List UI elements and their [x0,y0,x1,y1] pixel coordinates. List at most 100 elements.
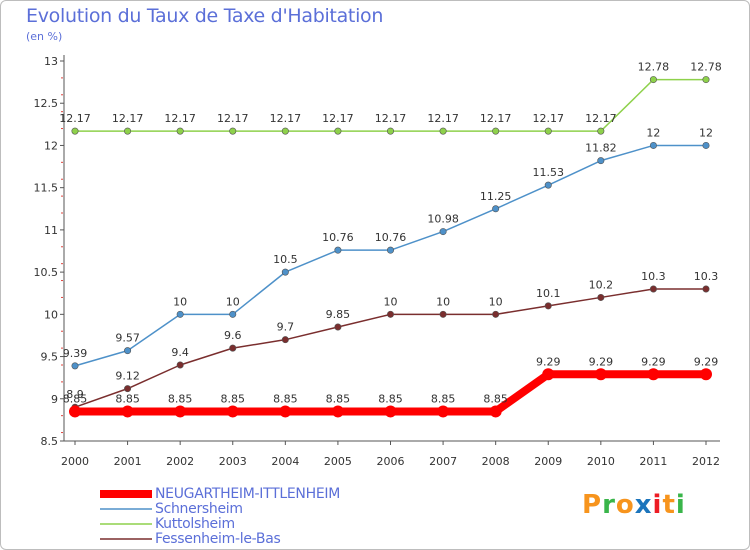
data-point-fessenheim [176,361,184,369]
data-label-schnersheim: 10.76 [375,231,407,244]
data-point-fessenheim [334,323,342,331]
data-point-neugartheim [331,405,344,418]
data-label-neugartheim: 8.85 [378,392,403,405]
data-label-kuttolsheim: 12.17 [217,112,249,125]
data-point-kuttolsheim [281,127,289,135]
chart-title: Evolution du Taux de Taxe d'Habitation [26,5,384,27]
data-point-schnersheim [702,141,710,149]
data-label-fessenheim: 10.1 [536,287,561,300]
y-tick-label: 9 [51,393,58,406]
x-tick-label: 2011 [639,455,667,468]
data-label-schnersheim: 10 [226,295,240,308]
y-tick-label: 12.5 [34,97,59,110]
data-point-kuttolsheim [386,127,394,135]
data-point-fessenheim [597,293,605,301]
legend-swatch-schnersheim [100,508,152,510]
legend-label-fessenheim: Fessenheim-le-Bas [155,531,281,547]
data-label-neugartheim: 8.85 [273,392,298,405]
data-label-fessenheim: 10.3 [694,270,719,283]
data-point-kuttolsheim [597,127,605,135]
data-point-kuttolsheim [544,127,552,135]
x-tick-label: 2003 [219,455,247,468]
x-tick-label: 2006 [377,455,405,468]
data-label-fessenheim: 9.7 [277,321,295,334]
x-tick-label: 2008 [482,455,510,468]
logo-letter: o [615,490,635,520]
x-tick-label: 2002 [166,455,194,468]
series-line-schnersheim [74,144,706,367]
data-point-neugartheim [69,405,81,418]
y-tick-label: 13 [44,55,58,68]
x-tick-label: 2005 [324,455,352,468]
data-point-fessenheim [702,285,710,293]
data-point-neugartheim [226,405,239,418]
data-point-neugartheim [121,405,134,418]
data-point-neugartheim [437,405,450,418]
legend-swatch-fessenheim [100,538,152,540]
data-point-schnersheim [386,246,394,254]
data-label-kuttolsheim: 12.17 [427,112,459,125]
data-point-fessenheim [124,385,132,393]
data-label-kuttolsheim: 12.17 [585,112,617,125]
data-point-fessenheim [439,310,447,318]
data-label-fessenheim: 10 [489,295,503,308]
data-point-fessenheim [649,285,657,293]
data-point-fessenheim [492,310,500,318]
data-label-neugartheim: 8.85 [115,392,140,405]
data-label-kuttolsheim: 12.17 [480,112,512,125]
logo-letter: P [582,490,603,520]
x-tick-label: 2001 [114,455,142,468]
y-tick-label: 10.5 [34,266,59,279]
data-point-schnersheim [176,310,184,318]
data-label-fessenheim: 8.9 [66,388,84,401]
data-label-fessenheim: 9.6 [224,329,242,342]
data-point-schnersheim [492,205,500,213]
data-point-fessenheim [281,336,289,344]
data-point-schnersheim [544,181,552,189]
y-tick-label: 10 [44,308,58,321]
data-point-fessenheim [544,302,552,310]
data-point-kuttolsheim [176,127,184,135]
x-tick-label: 2010 [587,455,615,468]
data-label-kuttolsheim: 12.17 [375,112,407,125]
data-label-neugartheim: 8.85 [431,392,456,405]
legend-item-schnersheim: Schnersheim [100,501,243,517]
data-point-schnersheim [439,228,447,236]
data-label-neugartheim: 9.29 [589,355,614,368]
y-tick-label: 9.5 [41,351,59,364]
data-label-kuttolsheim: 12.17 [112,112,144,125]
logo-letter: r [602,490,616,520]
data-label-schnersheim: 12 [699,126,713,139]
x-tick-label: 2004 [271,455,299,468]
logo-letter: i [675,490,686,520]
data-point-schnersheim [281,268,289,276]
legend-label-neugartheim: NEUGARTHEIM-ITTLENHEIM [155,486,340,502]
data-point-kuttolsheim [71,127,79,135]
y-tick-label: 8.5 [41,435,59,448]
legend-item-fessenheim: Fessenheim-le-Bas [100,531,281,547]
data-label-fessenheim: 9.12 [115,370,140,383]
legend-item-kuttolsheim: Kuttolsheim [100,516,235,532]
data-label-kuttolsheim: 12.78 [690,61,722,74]
data-label-schnersheim: 10.5 [273,253,298,266]
data-point-kuttolsheim [649,76,657,84]
data-label-schnersheim: 12 [646,126,660,139]
proxiti-logo: Proxiti [582,490,686,520]
legend-label-kuttolsheim: Kuttolsheim [155,516,235,532]
x-tick-label: 2000 [61,455,89,468]
legend-label-schnersheim: Schnersheim [155,501,243,517]
y-tick-label: 11.5 [34,182,59,195]
logo-letter: t [662,490,676,520]
data-point-kuttolsheim [334,127,342,135]
data-label-neugartheim: 9.29 [536,355,561,368]
data-label-neugartheim: 8.85 [63,392,88,405]
logo-letter: x [634,490,653,520]
logo-letter: i [652,490,663,520]
data-point-neugartheim [489,405,502,418]
y-tick-label: 11 [44,224,58,237]
data-point-neugartheim [384,405,397,418]
data-label-fessenheim: 10.3 [641,270,666,283]
data-label-neugartheim: 9.29 [694,355,719,368]
data-point-schnersheim [597,157,605,165]
